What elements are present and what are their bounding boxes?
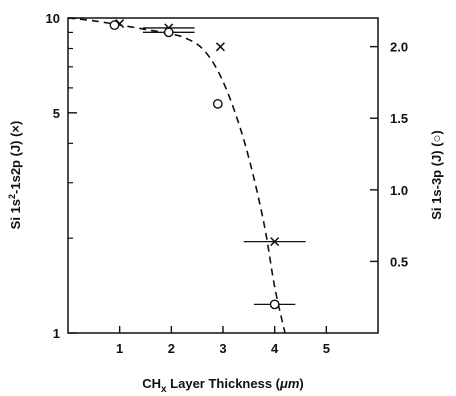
circle-marker (163, 27, 174, 38)
x-tick-label: 2 (168, 341, 175, 356)
y-right-tick-label: 1.0 (390, 183, 408, 198)
y-left-tick-label: 5 (53, 106, 60, 121)
x-tick-label: 5 (323, 341, 330, 356)
x-axis-title: CHx Layer Thickness (μm) (142, 376, 304, 395)
cross-marker (215, 42, 225, 52)
cross-marker (270, 237, 280, 247)
y-right-axis-title: Si 1s-3p (J) (○) (429, 130, 444, 219)
circle-marker (212, 99, 223, 109)
y-right-tick-label: 2.0 (390, 40, 408, 55)
circle-marker (109, 20, 120, 31)
x-tick-label: 3 (219, 341, 226, 356)
x-tick-label: 4 (271, 341, 279, 356)
y-right-tick-label: 0.5 (390, 254, 408, 269)
plot-frame (67, 17, 379, 334)
y-left-axis-title: Si 1s2-1s2p (J) (×) (7, 121, 23, 230)
x-axis-ticks: 1 2 3 4 5 (116, 326, 330, 356)
circle-marker (269, 299, 280, 310)
x-tick-label: 1 (116, 341, 123, 356)
y-left-tick-label: 1 (53, 326, 60, 341)
data-points (109, 19, 306, 310)
y-left-tick-label: 10 (46, 11, 60, 26)
y-right-axis-ticks: 0.5 1.0 1.5 2.0 (370, 40, 408, 269)
y-right-tick-label: 1.5 (390, 111, 408, 126)
fit-curve (67, 17, 286, 334)
